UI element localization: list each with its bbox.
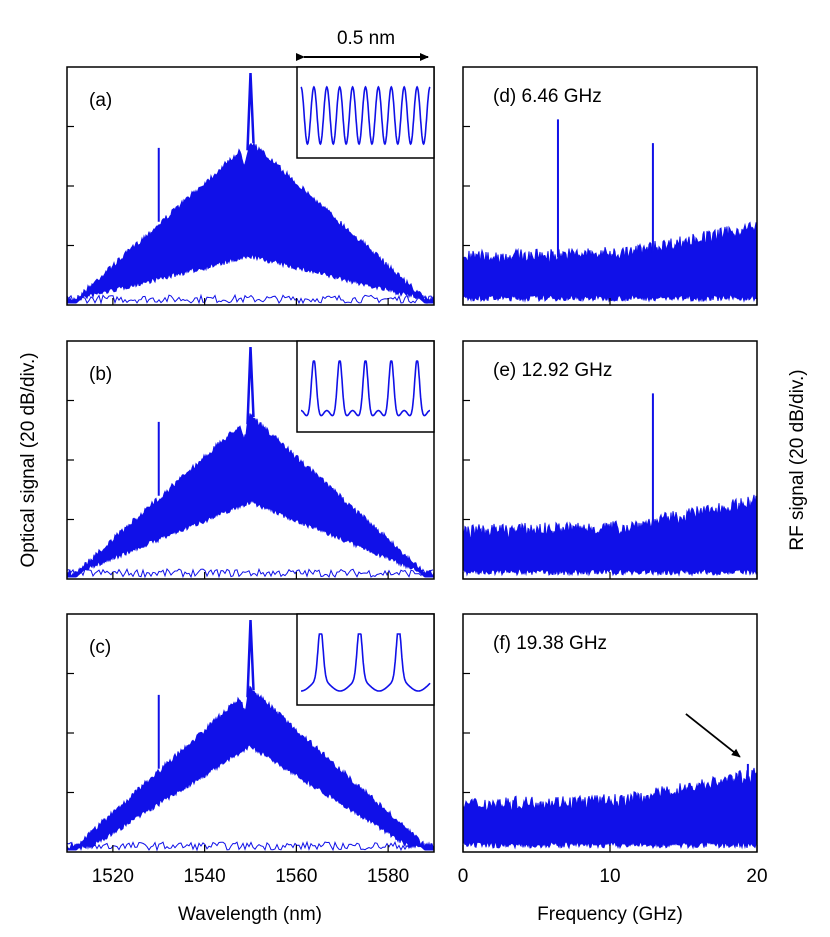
optical-panel-label: (c) xyxy=(89,637,111,658)
optical-spectrum xyxy=(66,685,435,851)
optical-panel-2: (b) xyxy=(66,340,435,580)
optical-panel-1: (a) xyxy=(66,66,435,306)
x-tick-label: 10 xyxy=(599,866,620,887)
optical-spectrum xyxy=(66,140,435,304)
center-peak xyxy=(246,619,255,698)
noise-floor xyxy=(66,293,434,305)
x-tick-label: 1520 xyxy=(92,866,134,887)
x-tick-label: 1540 xyxy=(183,866,225,887)
rf-noise-floor xyxy=(462,767,758,850)
rf-noise-floor xyxy=(462,494,758,577)
inset-pulse-trace xyxy=(300,85,431,146)
inset-frame xyxy=(296,340,435,433)
annotation-arrow xyxy=(685,713,741,758)
inset-pulse-trace xyxy=(301,360,430,417)
center-peak xyxy=(246,72,255,151)
x-tick-label: 20 xyxy=(746,866,767,887)
optical-panel-3: (c) 1520 1540 1560 1580 xyxy=(66,613,435,887)
optical-y-axis-title: Optical signal (20 dB/div.) xyxy=(18,352,39,567)
x-tick-label: 1560 xyxy=(275,866,317,887)
rf-y-axis-title: RF signal (20 dB/div.) xyxy=(787,369,808,550)
optical-x-axis-title: Wavelength (nm) xyxy=(178,904,322,925)
x-tick-label: 1580 xyxy=(367,866,409,887)
plots: (a) (b) (c) 1520 1540 1560 1580 (d) 6.46 GHz (e)… xyxy=(66,66,768,887)
noise-floor xyxy=(66,840,434,852)
noise-floor xyxy=(66,567,434,579)
rf-panel-2: (e) 12.92 GHz xyxy=(462,340,758,580)
rf-panel-label: (f) 19.38 GHz xyxy=(493,633,607,654)
rf-panel-3: (f) 19.38 GHz 0 10 20 xyxy=(458,613,768,887)
x-tick-label: 0 xyxy=(458,866,469,887)
inset-pulse-trace xyxy=(301,633,431,692)
center-peak xyxy=(246,346,255,425)
scale-bar: 0.5 nm xyxy=(296,28,429,61)
rf-panel-label: (e) 12.92 GHz xyxy=(493,360,612,381)
rf-noise-floor xyxy=(462,221,758,303)
rf-panel-label: (d) 6.46 GHz xyxy=(493,86,602,107)
rf-panel-1: (d) 6.46 GHz xyxy=(462,66,758,306)
optical-panel-label: (b) xyxy=(89,364,112,385)
scale-bar-label: 0.5 nm xyxy=(337,28,395,49)
rf-x-axis-title: Frequency (GHz) xyxy=(537,904,683,925)
optical-panel-label: (a) xyxy=(89,90,112,111)
optical-spectrum xyxy=(66,413,435,578)
inset-frame xyxy=(296,613,435,706)
